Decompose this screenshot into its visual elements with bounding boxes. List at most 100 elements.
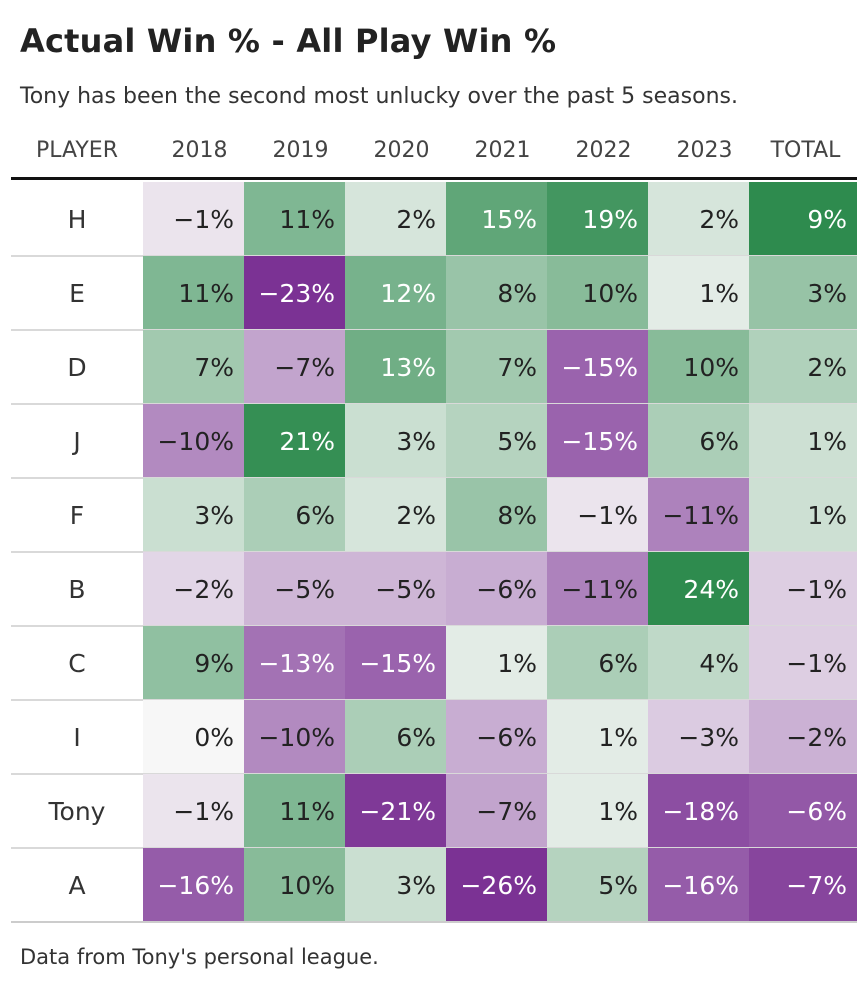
heat-cell bbox=[446, 774, 547, 848]
heat-cell bbox=[244, 700, 345, 774]
heat-cell bbox=[446, 700, 547, 774]
cell-value: 12% bbox=[380, 279, 436, 308]
column-header-2023: 2023 bbox=[677, 138, 733, 163]
heat-cell bbox=[547, 404, 648, 478]
cell-value: 2% bbox=[396, 501, 436, 530]
row-label: Tony bbox=[48, 797, 106, 826]
cell-value: 11% bbox=[279, 797, 335, 826]
heat-cell bbox=[547, 774, 648, 848]
heat-cell bbox=[143, 404, 244, 478]
chart-subtitle: Tony has been the second most unlucky ov… bbox=[20, 84, 738, 109]
cell-value: 15% bbox=[481, 205, 537, 234]
cell-value: −21% bbox=[359, 797, 436, 826]
heat-cell bbox=[345, 330, 446, 404]
heat-cell bbox=[244, 552, 345, 626]
cell-value: 11% bbox=[178, 279, 234, 308]
heat-cell bbox=[446, 182, 547, 256]
heat-cell bbox=[345, 182, 446, 256]
heat-cell bbox=[749, 774, 857, 848]
heat-cell bbox=[648, 330, 749, 404]
heat-cell bbox=[143, 182, 244, 256]
heat-cell bbox=[446, 330, 547, 404]
row-divider bbox=[11, 921, 857, 923]
cell-value: −11% bbox=[561, 575, 638, 604]
heat-cell bbox=[143, 774, 244, 848]
cell-value: −3% bbox=[678, 723, 739, 752]
chart-title: Actual Win % - All Play Win % bbox=[20, 22, 557, 60]
heat-cell bbox=[749, 478, 857, 552]
cell-value: 3% bbox=[396, 427, 436, 456]
cell-value: 1% bbox=[807, 427, 847, 456]
cell-value: −5% bbox=[274, 575, 335, 604]
heat-cell bbox=[648, 404, 749, 478]
row-label: A bbox=[68, 871, 85, 900]
cell-value: −16% bbox=[662, 871, 739, 900]
cell-value: 0% bbox=[194, 723, 234, 752]
cell-value: 3% bbox=[194, 501, 234, 530]
heat-cell bbox=[749, 182, 857, 256]
cell-value: 7% bbox=[194, 353, 234, 382]
heat-cell bbox=[143, 330, 244, 404]
cell-value: −16% bbox=[157, 871, 234, 900]
cell-value: −2% bbox=[173, 575, 234, 604]
heat-cell bbox=[345, 848, 446, 922]
column-header-total: TOTAL bbox=[770, 138, 842, 163]
cell-value: −11% bbox=[662, 501, 739, 530]
row-label: J bbox=[71, 427, 80, 456]
cell-value: −15% bbox=[561, 353, 638, 382]
cell-value: 2% bbox=[699, 205, 739, 234]
cell-value: 10% bbox=[279, 871, 335, 900]
cell-value: 8% bbox=[497, 501, 537, 530]
cell-value: 4% bbox=[699, 649, 739, 678]
cell-value: −7% bbox=[274, 353, 335, 382]
cell-value: −1% bbox=[577, 501, 638, 530]
cell-value: −26% bbox=[460, 871, 537, 900]
heat-cell bbox=[648, 182, 749, 256]
heat-cell bbox=[244, 774, 345, 848]
row-label: C bbox=[68, 649, 85, 678]
heat-cell bbox=[648, 700, 749, 774]
cell-value: −1% bbox=[173, 797, 234, 826]
row-label: E bbox=[69, 279, 85, 308]
heat-cell bbox=[648, 256, 749, 330]
cell-value: 21% bbox=[279, 427, 335, 456]
cell-value: −7% bbox=[786, 871, 847, 900]
row-label: H bbox=[68, 205, 87, 234]
heat-cell bbox=[446, 404, 547, 478]
heat-cell bbox=[143, 700, 244, 774]
heat-cell bbox=[244, 404, 345, 478]
source-note: Data from Tony's personal league. bbox=[20, 945, 379, 969]
cell-value: 7% bbox=[497, 353, 537, 382]
cell-value: 13% bbox=[380, 353, 436, 382]
heat-cell bbox=[345, 700, 446, 774]
cell-value: −10% bbox=[258, 723, 335, 752]
cell-value: −23% bbox=[258, 279, 335, 308]
header-rule bbox=[11, 177, 857, 180]
heat-cell bbox=[648, 774, 749, 848]
row-label: D bbox=[67, 353, 86, 382]
heat-cell bbox=[345, 404, 446, 478]
cell-value: 1% bbox=[598, 723, 638, 752]
cell-value: −6% bbox=[476, 723, 537, 752]
heat-cell bbox=[547, 700, 648, 774]
cell-value: −13% bbox=[258, 649, 335, 678]
cell-value: −6% bbox=[476, 575, 537, 604]
heat-cell bbox=[143, 848, 244, 922]
cell-value: 24% bbox=[683, 575, 739, 604]
cell-value: 5% bbox=[598, 871, 638, 900]
heat-cell bbox=[143, 478, 244, 552]
heat-cell bbox=[143, 552, 244, 626]
heat-cell bbox=[244, 848, 345, 922]
column-header-2019: 2019 bbox=[273, 138, 329, 163]
cell-value: 6% bbox=[396, 723, 436, 752]
cell-value: 11% bbox=[279, 205, 335, 234]
row-label: I bbox=[73, 723, 80, 752]
cell-value: 1% bbox=[807, 501, 847, 530]
heat-cell bbox=[446, 848, 547, 922]
heat-cell bbox=[446, 552, 547, 626]
heat-cell bbox=[547, 626, 648, 700]
row-label: F bbox=[70, 501, 84, 530]
heat-cell bbox=[345, 774, 446, 848]
heat-cell bbox=[244, 478, 345, 552]
cell-value: −1% bbox=[786, 649, 847, 678]
